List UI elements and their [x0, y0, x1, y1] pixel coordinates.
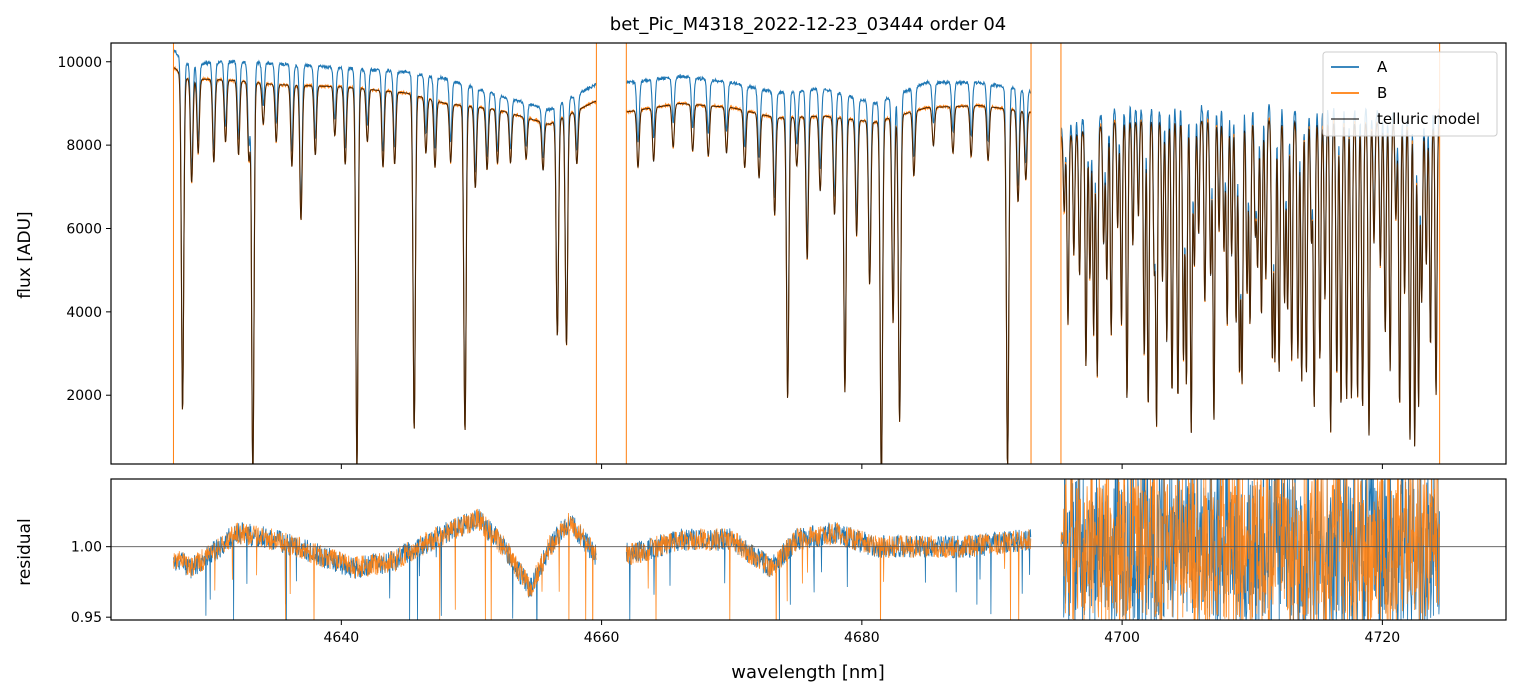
series-a-segment-0: [173, 49, 597, 464]
series-a-segment-1: [626, 73, 1032, 464]
flux-ytick-label-2: 6000: [66, 221, 102, 237]
flux-ytick-label-4: 10000: [57, 55, 102, 71]
xtick-label-4: 4720: [1365, 630, 1401, 646]
flux-ytick-label-1: 4000: [66, 305, 102, 321]
top-y-axis-label: flux [ADU]: [15, 211, 35, 298]
legend: A B telluric model: [1322, 51, 1498, 137]
xtick-label-1: 4660: [584, 630, 620, 646]
xtick-label-3: 4700: [1104, 630, 1140, 646]
flux-axes-frame: [110, 42, 1507, 465]
xtick-label-2: 4680: [844, 630, 880, 646]
telluric-model-segment-2: [1060, 119, 1440, 447]
legend-label-telluric: telluric model: [1377, 110, 1480, 128]
residual-plot-area: [111, 479, 1506, 620]
residual-ytick-label-0: 0.95: [71, 610, 102, 626]
residual-axes-frame: [110, 478, 1507, 621]
residual-b-segment-0: [173, 508, 597, 620]
flux-ytick-label-0: 2000: [66, 388, 102, 404]
chart-title: bet_Pic_M4318_2022-12-23_03444 order 04: [610, 14, 1006, 35]
telluric-model-segment-1: [626, 103, 1032, 464]
residual-b-segment-2: [1060, 479, 1440, 620]
telluric-model-segment-0: [173, 67, 597, 464]
legend-label-a: A: [1377, 58, 1388, 76]
residual-ytick-label-1: 1.00: [71, 540, 102, 556]
x-axis-label: wavelength [nm]: [731, 662, 885, 683]
residual-b-segment-1: [625, 522, 1032, 620]
series-b-segment-1: [625, 101, 1032, 464]
flux-ytick-label-3: 8000: [66, 138, 102, 154]
flux-plot-area: [172, 43, 1441, 464]
xtick-label-0: 4640: [324, 630, 360, 646]
bottom-y-axis-label: residual: [15, 518, 35, 585]
legend-label-b: B: [1377, 84, 1387, 102]
legend-box: [1322, 51, 1498, 137]
